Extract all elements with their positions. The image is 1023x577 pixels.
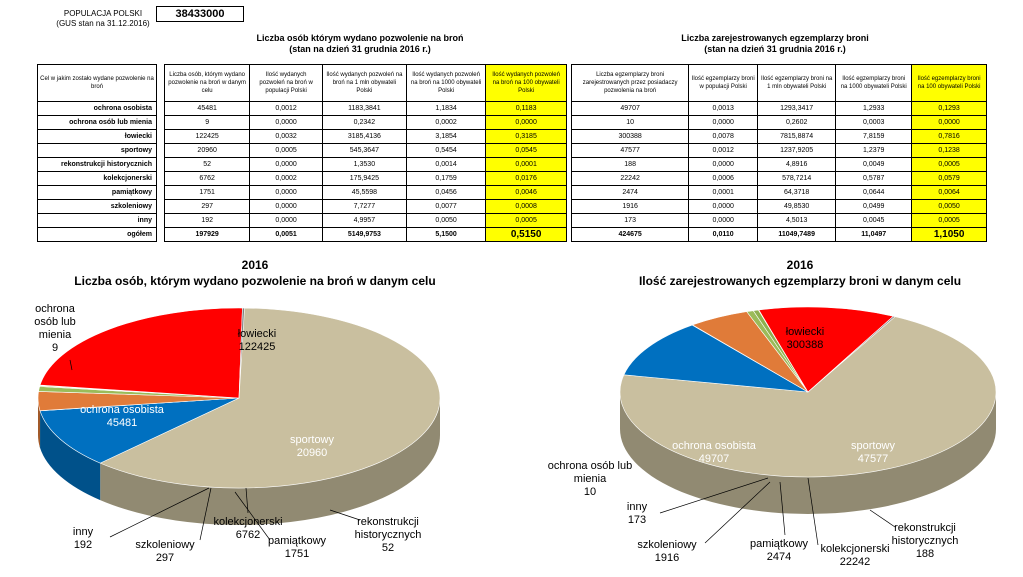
- left-cell: 0,0000: [485, 115, 567, 130]
- pie-label-ochrona-osobista: ochrona osobista 49707: [672, 440, 757, 465]
- pie-side-sportowy: [40, 410, 101, 501]
- right-header-2: Ilość egzemplarzy broni na 1 mln obywate…: [757, 64, 837, 102]
- pie-label-rekonstrukcji-historycznych: rekonstrukcji historycznych 52: [355, 516, 422, 554]
- left-cell: 5149,9753: [321, 227, 407, 242]
- left-cell: 0,5150: [485, 227, 567, 242]
- left-cell: 0,0008: [485, 199, 567, 214]
- right-chart-year: 2016: [786, 258, 814, 272]
- pie-slice-łowiecki: [619, 315, 997, 478]
- left-chart-year: 2016: [241, 258, 269, 272]
- pie-label-inny: inny 192: [73, 526, 94, 551]
- weapons-table: Liczba egzemplarzy broni zarejestrowanyc…: [570, 64, 987, 242]
- left-table-title-line1: Liczba osób którym wydano pozwolenie na …: [256, 33, 464, 43]
- right-cell: 0,0050: [911, 199, 987, 214]
- left-header-4: Ilość wydanych pozwoleń na broń na 100 o…: [485, 64, 567, 102]
- purpose-table: Cel w jakim zostało wydane pozwolenie na…: [37, 64, 157, 242]
- left-cell: 197929: [163, 227, 251, 242]
- right-chart-title: Ilość zarejestrowanych egzemplarzy broni…: [638, 274, 962, 288]
- pie-label-kolekcjonerski: kolekcjonerski 22242: [820, 543, 889, 568]
- right-table-title-line2: (stan na dzień 31 grudnia 2016 r.): [704, 44, 846, 54]
- right-cell: 0,0005: [911, 213, 987, 228]
- permits-table: Liczba osób, którym wydano pozwolenie na…: [163, 64, 567, 242]
- pie-side-kolekcjonerski: [38, 398, 41, 448]
- leader-line: [109, 487, 210, 538]
- pie-side-łowiecki: [620, 392, 996, 514]
- right-cell: 0,0005: [911, 157, 987, 172]
- right-table-title-line1: Liczba zarejestrowanych egzemplarzy bron…: [681, 33, 869, 43]
- left-chart-title: Liczba osób, którym wydano pozwolenie na…: [74, 274, 436, 288]
- pie-label-inny: inny 173: [627, 501, 648, 526]
- left-table-title-line2: (stan na dzień 31 grudnia 2016 r.): [289, 44, 431, 54]
- leader-line: [69, 359, 73, 371]
- left-table-title: Liczba osób którym wydano pozwolenie na …: [160, 33, 560, 55]
- pie-label-ochrona-osób-lub-mienia: ochrona osób lub mienia 9: [34, 303, 76, 354]
- pie-slice-ochrona-osób-lub-mienia: [807, 315, 896, 393]
- right-cell: 0,1238: [911, 143, 987, 158]
- pie-label-łowiecki: łowiecki 300388: [786, 326, 825, 351]
- leader-line: [869, 509, 896, 528]
- right-cell: 0,0579: [911, 171, 987, 186]
- right-header-0: Liczba egzemplarzy broni zarejestrowanyc…: [570, 64, 690, 102]
- left-cell: 5,1500: [405, 227, 487, 242]
- right-header-4: Ilość egzemplarzy broni na 100 obywateli…: [911, 64, 987, 102]
- pie-slice-łowiecki: [99, 307, 441, 489]
- pie-label-pamiątkowy: pamiątkowy 1751: [268, 535, 327, 560]
- left-cell: 0,0545: [485, 143, 567, 158]
- pie-slice-sportowy: [623, 324, 809, 393]
- right-cell: 424675: [570, 227, 690, 242]
- population-label-line2: (GUS stan na 31.12.2016): [56, 19, 150, 28]
- right-cell: 11049,7489: [757, 227, 837, 242]
- population-label-line1: POPULACJA POLSKI: [63, 9, 143, 18]
- right-table-title: Liczba zarejestrowanych egzemplarzy bron…: [570, 33, 980, 55]
- leader-line: [199, 487, 212, 541]
- leader-line: [807, 477, 819, 546]
- left-header-0: Liczba osób, którym wydano pozwolenie na…: [163, 64, 251, 102]
- pie-label-szkoleniowy: szkoleniowy 1916: [637, 539, 697, 564]
- right-cell: 0,1293: [911, 101, 987, 116]
- right-cell: 11,0497: [835, 227, 913, 242]
- right-cell: 1,1050: [911, 227, 987, 242]
- pie-slice-ochrona-osób-lub-mienia: [238, 307, 245, 399]
- population-label: POPULACJA POLSKI (GUS stan na 31.12.2016…: [48, 9, 158, 29]
- purpose-cell: ogółem: [37, 227, 157, 242]
- left-cell: 0,0001: [485, 157, 567, 172]
- pie-slice-sportowy: [39, 397, 240, 464]
- right-cell: 0,0064: [911, 185, 987, 200]
- pie-label-szkoleniowy: szkoleniowy 297: [135, 539, 195, 564]
- left-cell: 0,0005: [485, 213, 567, 228]
- leader-line: [779, 481, 786, 536]
- right-header-1: Ilość egzemplarzy broni w populacji Pols…: [688, 64, 759, 102]
- pie-label-kolekcjonerski: kolekcjonerski 6762: [213, 516, 282, 541]
- pie-label-rekonstrukcji-historycznych: rekonstrukcji historycznych 188: [892, 522, 959, 560]
- pie-label-pamiątkowy: pamiątkowy 2474: [750, 538, 809, 563]
- pie-side-łowiecki: [100, 398, 441, 526]
- leader-line: [704, 481, 771, 544]
- pie-label-ochrona-osób-lub-mienia: ochrona osób lub mienia 10: [548, 460, 632, 498]
- pie-slice-ochrona-osobista: [39, 307, 243, 399]
- pie-label-łowiecki: łowiecki 122425: [238, 328, 277, 353]
- right-header-3: Ilość egzemplarzy broni na 1000 obywatel…: [835, 64, 913, 102]
- left-cell: 0,3185: [485, 129, 567, 144]
- left-header-2: Ilość wydanych pozwoleń na broń na 1 mln…: [321, 64, 407, 102]
- leader-line: [659, 477, 769, 514]
- population-value: 38433000: [156, 6, 244, 22]
- pie-label-sportowy: sportowy 47577: [851, 440, 896, 465]
- purpose-header: Cel w jakim zostało wydane pozwolenie na…: [37, 64, 157, 102]
- pie-label-sportowy: sportowy 20960: [290, 434, 335, 459]
- pie-label-ochrona-osobista: ochrona osobista 45481: [80, 404, 165, 429]
- pie-chart: łowiecki 300388 sportowy 47577 ochrona osobi…: [548, 306, 997, 568]
- pie-slice-ochrona-osobista: [758, 306, 894, 393]
- leader-line: [234, 491, 271, 541]
- leader-line: [329, 509, 361, 521]
- pie-chart: łowiecki 122425 sportowy 20960 ochrona osobi…: [34, 303, 441, 564]
